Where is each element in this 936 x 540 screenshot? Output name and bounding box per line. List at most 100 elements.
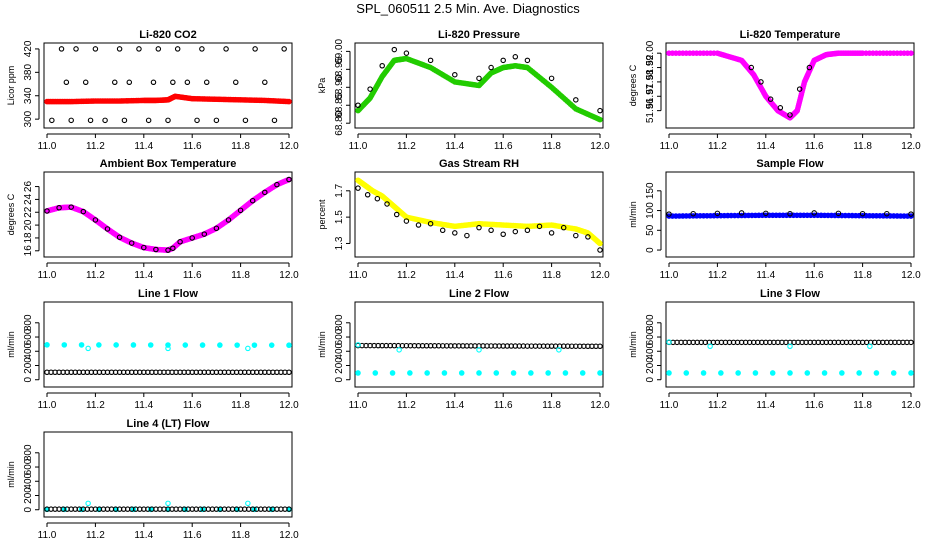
data-point [213,225,220,232]
x-tick-label: 11.2 [86,141,105,152]
data-point [573,232,579,239]
data-point [189,235,195,241]
x-tick-label: 11.2 [86,270,105,281]
data-point [286,342,292,349]
y-tick-label: 69.00 [334,38,345,63]
data-point [579,370,586,376]
data-point [512,228,519,235]
data-point [233,79,239,86]
data-point [510,370,517,376]
y-tick-label: 1.5 [334,210,345,224]
series-co2 [44,93,292,105]
panel-title: Li-820 Pressure [438,29,520,41]
x-tick-label: 11.0 [349,141,368,152]
y-tick-label: 1.7 [334,183,345,197]
data-point [403,218,410,224]
figure-title: SPL_060511 2.5 Min. Ave. Diagnostics [356,1,580,16]
data-point [407,370,413,376]
data-point [126,79,133,86]
data-point [476,370,482,376]
y-axis-label: kPa [317,78,327,94]
x-tick-label: 11.4 [134,270,153,281]
series-rh [355,177,603,247]
series-line2-cyan [355,370,603,376]
panel-title: Ambient Box Temperature [100,158,237,170]
data-point [85,345,91,352]
data-point [718,370,724,376]
data-point [251,342,258,348]
x-tick-label: 11.4 [756,141,775,152]
data-point [245,345,251,352]
data-point [476,224,482,231]
data-point [92,217,99,223]
data-point [141,244,147,251]
data-point [908,339,914,346]
data-point [225,217,232,223]
data-point [104,226,111,232]
y-tick-label: 600 [334,328,345,345]
y-tick-label: 51.97 [645,83,656,108]
x-tick-label: 11.8 [542,270,561,281]
data-point [384,201,390,207]
series-pressure [355,55,603,123]
data-point [548,230,555,236]
data-point [597,240,603,247]
y-tick-label: 800 [645,314,656,331]
x-tick-label: 12.0 [279,141,299,152]
data-point [44,342,50,348]
data-point [68,204,74,210]
data-point [524,57,531,64]
data-point [403,50,410,56]
series-line3-cyan [666,370,914,376]
data-point [700,370,707,376]
y-tick-label: 0 [23,377,34,383]
data-point [58,46,65,52]
panel-title: Line 3 Flow [760,288,820,300]
x-tick-label: 11.6 [494,141,513,152]
data-point [748,64,755,71]
x-tick-label: 11.8 [231,270,250,281]
data-point [355,370,361,376]
data-point [545,370,551,376]
data-point [136,46,142,52]
data-point [714,210,721,217]
x-tick-label: 11.6 [494,400,513,411]
panel-frame [43,301,293,388]
data-point [804,370,811,376]
data-point [82,79,89,86]
data-point [683,370,690,376]
data-point [767,96,774,102]
data-point [286,176,292,183]
y-tick-label: 51.99 [645,55,656,80]
series-line4-cyan-spikes [85,500,251,507]
data-point [223,46,229,52]
x-tick-label: 11.4 [445,141,464,152]
x-tick-label: 11.4 [445,400,464,411]
y-axis-label: degrees C [6,193,16,235]
x-tick-label: 11.0 [349,400,368,411]
data-point [806,64,813,71]
data-point [372,370,379,376]
data-point [597,343,603,350]
data-point [286,369,292,376]
data-point [441,370,448,376]
data-point [165,117,171,124]
data-point [393,211,400,218]
data-point [524,227,531,234]
data-point [597,107,603,114]
x-tick-label: 11.4 [134,141,153,152]
data-point [396,347,402,353]
panel-title: Gas Stream RH [439,158,519,170]
panel-frame [43,171,293,258]
panel-frame [43,431,293,518]
series-box-temp [44,176,292,253]
data-point [213,117,220,124]
data-point [102,117,108,124]
y-tick-label: 51.96 [645,98,656,123]
data-point [147,342,154,348]
series-sample-flow-check [666,210,914,217]
data-point [573,97,579,103]
panel-title: Line 2 Flow [449,288,509,300]
data-point [201,231,208,237]
panel-frame [665,301,915,388]
